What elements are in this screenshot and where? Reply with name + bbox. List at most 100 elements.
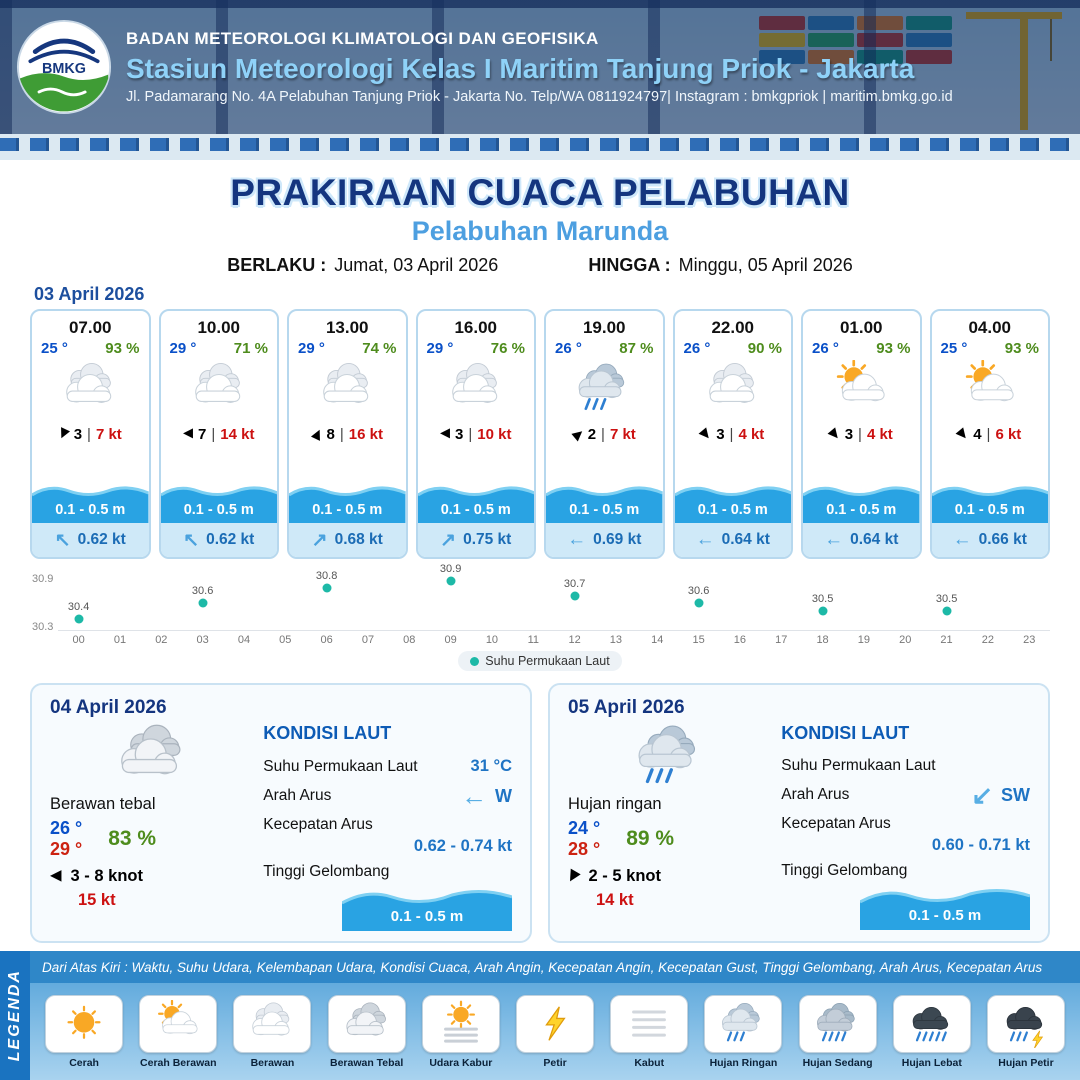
- current-direction-icon: ←: [567, 529, 587, 550]
- sst-point: [818, 606, 828, 616]
- wind-gust: 7 kt: [95, 425, 122, 443]
- sst-point-label: 30.9: [439, 562, 462, 575]
- daily-date: 05 April 2026: [568, 697, 685, 718]
- air-temperature: 29 °: [426, 340, 454, 357]
- current-direction-label: Arah Arus: [781, 786, 850, 803]
- sst-point: [74, 614, 84, 624]
- agency-name: BADAN METEOROLOGI KLIMATOLOGI DAN GEOFIS…: [126, 29, 599, 48]
- legend-item: Hujan Sedang: [794, 994, 882, 1069]
- forecast-time: 22.00: [711, 318, 755, 337]
- legend-item: Cerah: [40, 994, 128, 1069]
- daily-wind-range: 2 - 5 knot: [588, 867, 661, 885]
- wave-height-band: 0.1 - 0.5 m: [803, 479, 920, 523]
- wind-speed: 8: [326, 425, 335, 443]
- legend-weather-icon: [433, 1000, 489, 1048]
- x-tick-label: 09: [444, 634, 457, 646]
- legend-weather-icon: [904, 1000, 960, 1048]
- x-tick-label: 13: [609, 634, 623, 646]
- legend-item-tile: [704, 994, 783, 1053]
- wind-speed: 3: [73, 425, 83, 443]
- sst-label: Suhu Permukaan Laut: [263, 757, 418, 775]
- sst-point-label: 30.5: [935, 593, 958, 606]
- legend-title-bar: LEGENDA: [0, 951, 30, 1080]
- current-direction-icon: ↖: [183, 529, 200, 551]
- humidity: 90 %: [747, 340, 782, 357]
- air-temperature: 26 °: [555, 340, 582, 357]
- separator: |: [339, 425, 344, 443]
- legend-item: Berawan Tebal: [323, 994, 411, 1069]
- daily-condition: Hujan ringan: [568, 795, 662, 813]
- x-tick-label: 18: [816, 634, 829, 646]
- current-direction-icon: ←: [824, 529, 844, 550]
- wind-row: 3 | 7 kt: [32, 421, 149, 447]
- separator: |: [468, 425, 473, 443]
- separator: |: [986, 425, 991, 443]
- wind-speed: 3: [844, 425, 854, 443]
- legend-item: Hujan Ringan: [699, 994, 787, 1069]
- wind-row: 2 | 7 kt: [546, 421, 663, 447]
- wind-gust: 14 kt: [220, 425, 255, 443]
- waiting-seats-illustration: [0, 134, 1080, 160]
- wave-height-band: 0.1 - 0.5 m: [674, 479, 791, 523]
- current-direction-icon: ←: [461, 781, 487, 811]
- valid-from-value: Jumat, 03 April 2026: [334, 255, 499, 275]
- wave-height: 0.1 - 0.5 m: [440, 502, 511, 518]
- wind-row: 3 | 4 kt: [803, 421, 920, 447]
- legend-item-label: Berawan: [250, 1056, 295, 1069]
- header: BMKG BADAN METEOROLOGI KLIMATOLOGI DAN G…: [0, 0, 1080, 160]
- current-row: ← 0.64 kt: [674, 523, 791, 557]
- current-speed: 0.66 kt: [978, 531, 1027, 548]
- daily-humidity: 83 %: [108, 827, 157, 850]
- forecast-card: 22.00 26 ° 90 % 3 | 4 kt 0.1 - 0.5 m ←: [672, 309, 793, 559]
- current-direction-icon: ↗: [311, 529, 328, 551]
- sst-point-label: 30.6: [687, 585, 710, 598]
- legend-item-tile: [986, 994, 1065, 1053]
- valid-from-label: BERLAKU :: [227, 255, 327, 275]
- legend-item-tile: [233, 994, 312, 1053]
- legend-item-tile: [610, 994, 689, 1053]
- x-tick-label: 15: [692, 634, 705, 646]
- valid-until-label: HINGGA :: [588, 255, 671, 275]
- wave-height: 0.1 - 0.5 m: [312, 502, 383, 518]
- current-row: ↗ 0.75 kt: [417, 523, 534, 557]
- air-temperature: 29 °: [169, 340, 197, 357]
- x-tick-label: 10: [485, 634, 499, 646]
- legend-weather-icon: [810, 1000, 866, 1048]
- title-block: PRAKIRAAN CUACA PELABUHAN Pelabuhan Maru…: [0, 160, 1080, 276]
- x-tick-label: 23: [1023, 634, 1036, 646]
- legend-item: Udara Kabur: [417, 994, 505, 1069]
- wind-gust: 6 kt: [995, 425, 1022, 443]
- wave-height-band: 0.1 - 0.5 m: [289, 479, 406, 523]
- x-tick-label: 22: [981, 634, 994, 646]
- air-temperature: 29 °: [298, 340, 325, 357]
- wave-height-label: Tinggi Gelombang: [781, 862, 908, 879]
- current-speed: 0.68 kt: [334, 531, 383, 548]
- current-direction-icon: ←: [952, 529, 972, 550]
- sst-chart-plot: 30.4 30.6 30.8 30.9 30.7 30.6 30.5 30.5: [58, 563, 1050, 631]
- wave-height-value: 0.1 - 0.5 m: [908, 907, 982, 924]
- wave-height-band: 0.1 - 0.5 m: [417, 479, 534, 523]
- legend-item: Berawan: [228, 994, 316, 1069]
- humidity: 71 %: [233, 340, 268, 357]
- legend-item-tile: [516, 994, 595, 1053]
- forecast-time: 07.00: [68, 318, 112, 337]
- sst-value: 31 °C: [470, 757, 512, 775]
- wind-direction-icon: [50, 868, 62, 886]
- sst-point-label: 30.4: [67, 600, 90, 613]
- legend-title: LEGENDA: [6, 969, 23, 1062]
- daily-temp-min: 24 °: [568, 818, 601, 838]
- weather-icon: [546, 357, 663, 421]
- wave-graphic: 0.1 - 0.5 m: [342, 883, 512, 931]
- sea-conditions-title: KONDISI LAUT: [781, 723, 910, 743]
- separator: |: [858, 425, 862, 443]
- legend-item-label: Cerah: [69, 1056, 99, 1069]
- weather-icon: [675, 357, 792, 421]
- sst-legend-label: Suhu Permukaan Laut: [485, 654, 610, 668]
- wind-direction-icon: [569, 425, 587, 444]
- daily-condition: Berawan tebal: [50, 795, 156, 813]
- weather-icon: [32, 357, 149, 421]
- legend-weather-icon: [339, 1000, 395, 1048]
- current-speed-label: Kecepatan Arus: [781, 815, 891, 832]
- x-tick-label: 07: [361, 634, 375, 646]
- bmkg-logo-text: BMKG: [42, 61, 86, 77]
